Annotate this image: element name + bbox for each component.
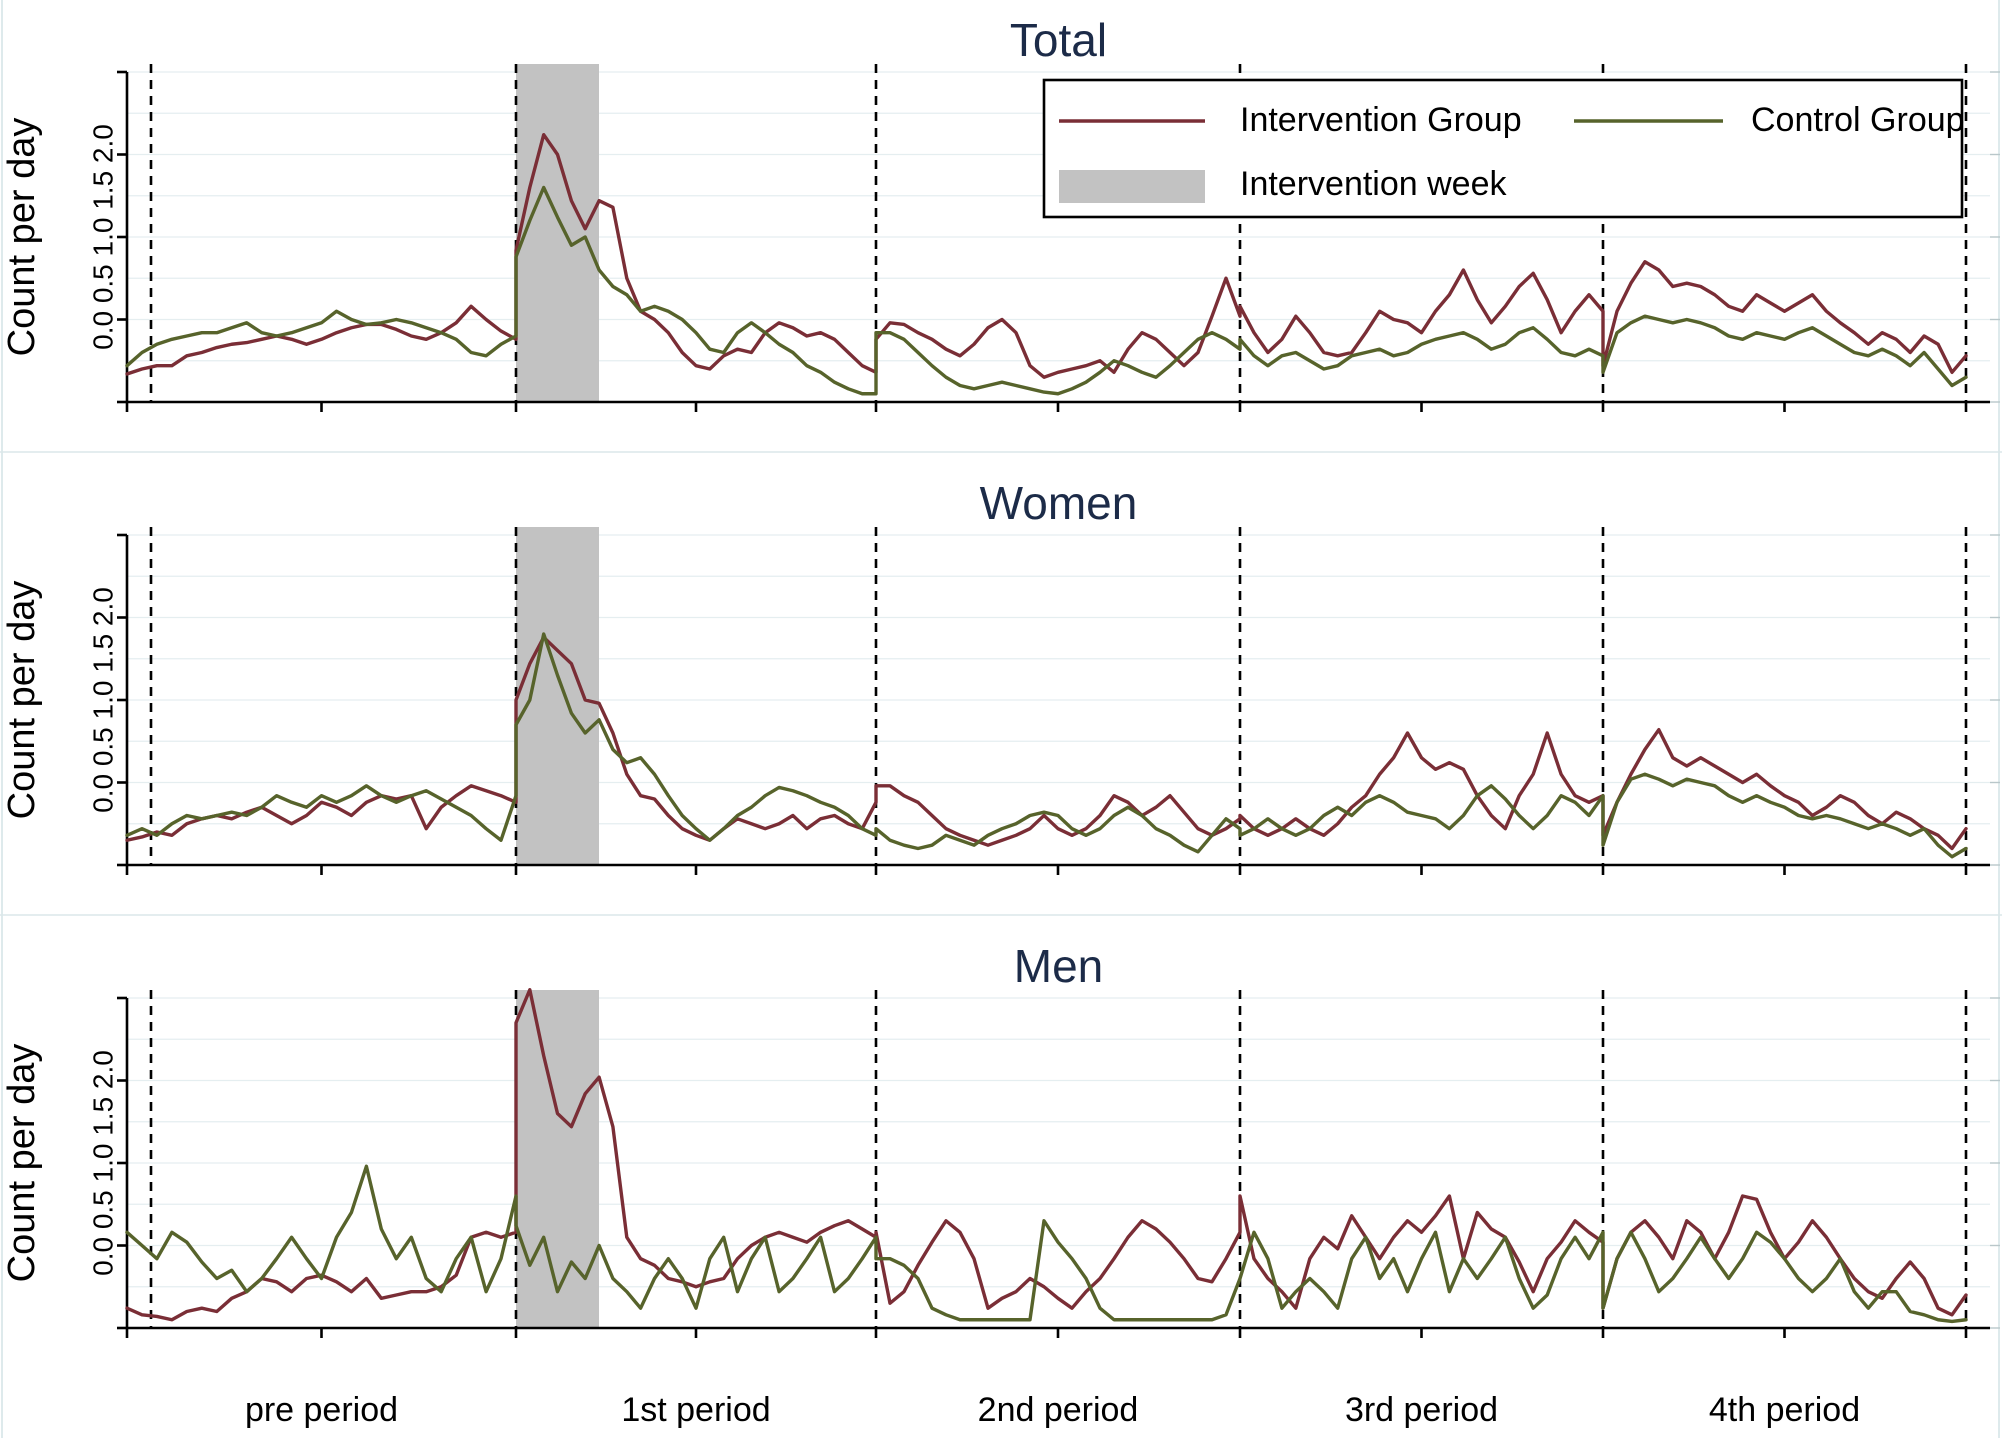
- svg-text:Total: Total: [1010, 14, 1107, 66]
- svg-text:0.0 0.5 1.0 1.5 2.0: 0.0 0.5 1.0 1.5 2.0: [87, 1050, 118, 1276]
- svg-text:1st period: 1st period: [621, 1391, 770, 1429]
- svg-text:Intervention Group: Intervention Group: [1240, 101, 1522, 139]
- svg-text:Men: Men: [1014, 940, 1103, 992]
- svg-text:0.0 0.5 1.0 1.5 2.0: 0.0 0.5 1.0 1.5 2.0: [87, 124, 118, 350]
- svg-text:3rd period: 3rd period: [1345, 1391, 1498, 1429]
- svg-text:Women: Women: [980, 477, 1138, 529]
- svg-text:Control Group: Control Group: [1751, 101, 1965, 139]
- svg-text:0.0 0.5 1.0 1.5 2.0: 0.0 0.5 1.0 1.5 2.0: [87, 587, 118, 813]
- svg-text:4th period: 4th period: [1709, 1391, 1860, 1429]
- svg-text:Count per day: Count per day: [1, 1044, 43, 1283]
- svg-text:2nd period: 2nd period: [978, 1391, 1139, 1429]
- svg-text:Count per day: Count per day: [1, 118, 43, 357]
- svg-text:Intervention week: Intervention week: [1240, 165, 1507, 203]
- svg-text:Count per day: Count per day: [1, 581, 43, 820]
- svg-text:pre period: pre period: [245, 1391, 398, 1429]
